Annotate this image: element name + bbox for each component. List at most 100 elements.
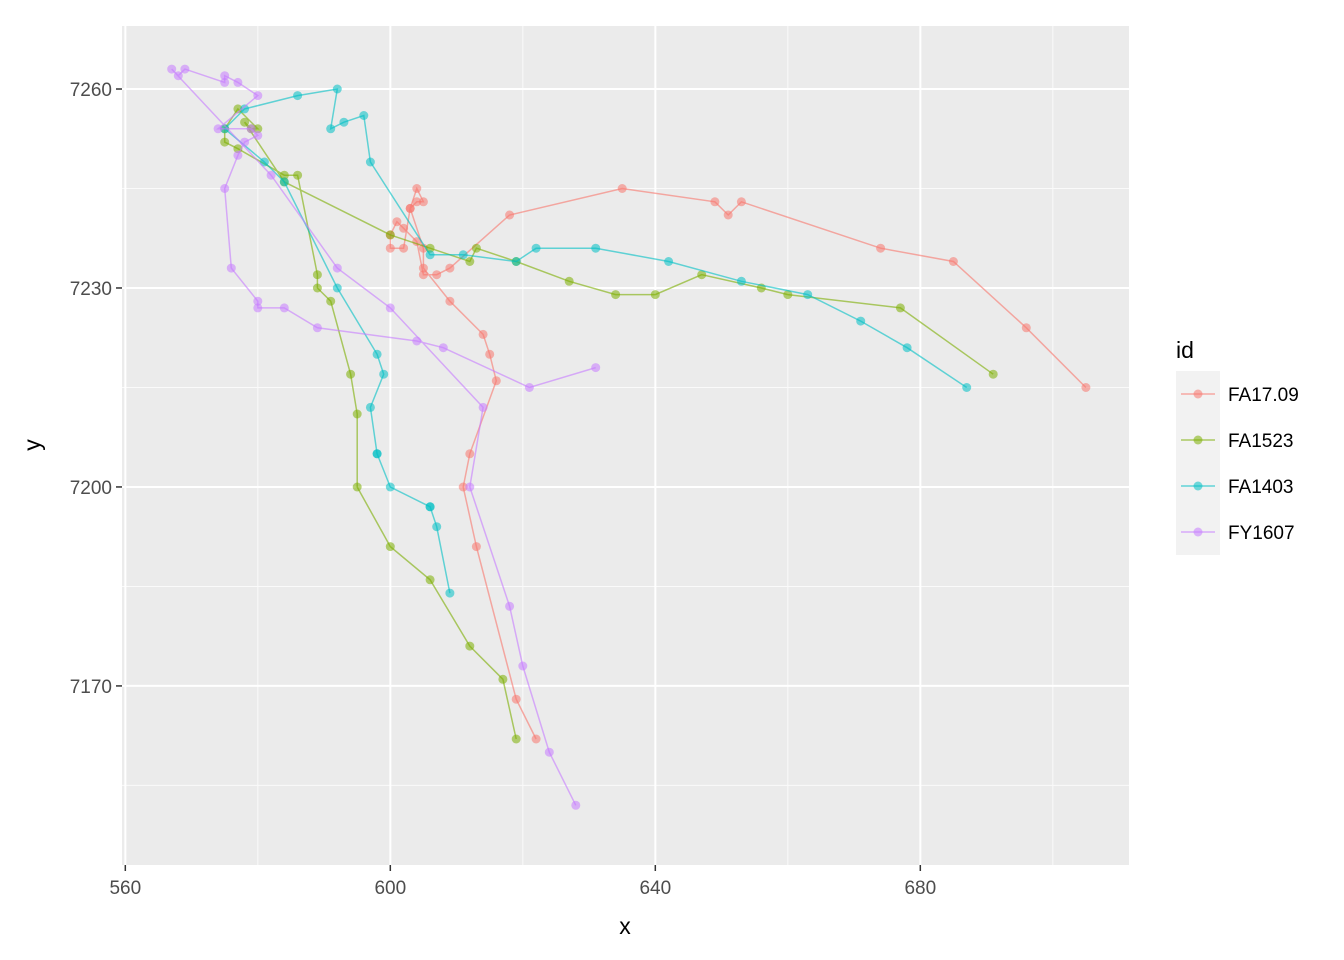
data-point (856, 316, 866, 326)
data-point (962, 383, 972, 392)
legend: id FA17.09 FA1523 FA1403 FY1607 (1176, 337, 1299, 555)
x-tick-label: 680 (904, 878, 936, 899)
data-point (332, 263, 342, 273)
data-point (458, 482, 468, 492)
data-point (379, 369, 389, 379)
data-point (293, 170, 303, 180)
legend-item: FA1403 (1176, 463, 1294, 509)
data-point (405, 203, 415, 213)
data-point (697, 270, 707, 280)
data-point (312, 323, 322, 333)
data-point (471, 243, 481, 253)
y-axis-title: y (19, 439, 45, 451)
data-point (253, 130, 263, 140)
data-point (511, 694, 521, 704)
data-point (266, 170, 276, 180)
data-point (425, 502, 435, 512)
series-line (389, 186, 1087, 740)
data-point (412, 197, 422, 207)
data-point (418, 263, 428, 273)
data-point (279, 177, 289, 187)
data-point (432, 522, 442, 532)
data-point (438, 343, 448, 353)
series-FA1523 (220, 104, 998, 744)
data-point (531, 243, 541, 253)
y-axis: 7170 7200 7230 7260 (70, 80, 122, 698)
data-point (385, 230, 395, 240)
data-point (591, 243, 601, 253)
data-point (544, 747, 554, 757)
data-point (253, 296, 263, 306)
data-point (432, 270, 442, 280)
series-line (223, 88, 968, 594)
data-point (617, 184, 627, 193)
data-point (412, 184, 422, 193)
data-point (240, 137, 250, 147)
data-point (233, 150, 243, 160)
data-point (372, 449, 382, 459)
data-point (511, 257, 521, 266)
series-FY1607 (167, 64, 601, 810)
data-point (710, 197, 720, 207)
data-point (279, 170, 289, 180)
data-point (293, 91, 303, 101)
data-point (359, 111, 369, 120)
data-point (418, 270, 428, 280)
y-tick-label: 7200 (70, 478, 112, 499)
data-point (723, 210, 733, 220)
data-point (736, 276, 746, 286)
major-gridlines (122, 26, 1129, 865)
minor-gridlines (122, 26, 1129, 865)
data-point (240, 117, 250, 127)
data-point (471, 542, 481, 552)
data-point (458, 250, 468, 260)
data-point (385, 542, 395, 552)
series-layer (167, 64, 1091, 810)
series-line (223, 107, 994, 740)
plot-panel (122, 26, 1129, 865)
legend-label: FA17.09 (1228, 385, 1299, 406)
data-point (803, 290, 813, 300)
data-point (385, 303, 395, 313)
data-point (226, 263, 236, 273)
data-point (365, 402, 375, 412)
data-point (465, 641, 475, 651)
data-point (425, 575, 435, 585)
data-point (465, 449, 475, 459)
legend-label: FA1403 (1228, 477, 1294, 498)
data-point (491, 376, 501, 386)
y-tick-label: 7260 (70, 80, 112, 101)
data-point (326, 124, 336, 134)
data-point (220, 184, 230, 193)
data-point (505, 601, 515, 611)
legend-key-point (1193, 435, 1203, 445)
data-point (988, 369, 998, 379)
data-point (220, 77, 230, 87)
data-point (372, 349, 382, 359)
data-point (312, 283, 322, 293)
y-tick-label: 7230 (70, 279, 112, 300)
data-point (332, 84, 342, 94)
x-tick-label: 640 (639, 878, 671, 899)
data-point (895, 303, 905, 313)
data-point (445, 296, 455, 306)
data-point (498, 674, 508, 684)
data-point (425, 250, 435, 260)
legend-item: FY1607 (1176, 509, 1295, 555)
data-point (326, 296, 336, 306)
data-point (259, 157, 269, 167)
data-point (392, 217, 402, 227)
data-point (418, 197, 428, 207)
data-point (465, 257, 475, 266)
data-point (564, 276, 574, 286)
x-tick-label: 560 (109, 878, 141, 899)
data-point (253, 303, 263, 313)
data-point (531, 734, 541, 744)
data-point (412, 336, 422, 346)
data-point (664, 257, 674, 266)
data-point (783, 290, 793, 300)
data-point (571, 800, 581, 810)
data-point (465, 482, 475, 492)
data-point (902, 343, 912, 353)
